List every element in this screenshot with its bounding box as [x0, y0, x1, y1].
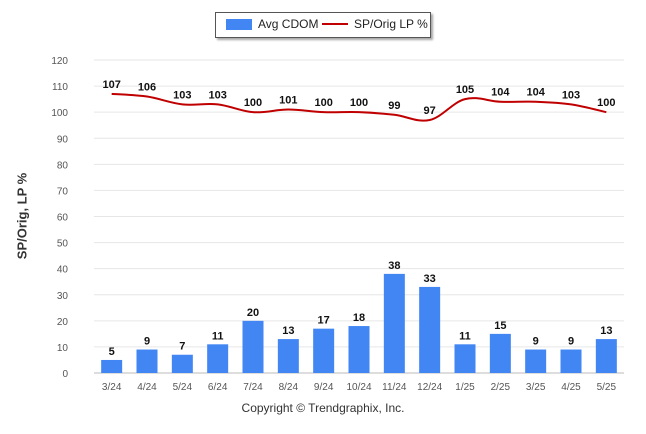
bar-3/25[interactable]	[525, 349, 547, 373]
line-series-sp-orig-lp	[111, 92, 607, 122]
bar-5/24[interactable]	[171, 354, 193, 373]
y-tick-label: 20	[57, 317, 69, 328]
legend-swatch-bar	[226, 18, 252, 30]
x-tick-label: 1/25	[455, 382, 475, 393]
bar-3/24[interactable]	[101, 359, 123, 373]
line-value-label: 100	[314, 97, 332, 109]
bar-value-label: 38	[388, 260, 400, 272]
line-value-label: 106	[138, 82, 156, 94]
bar-value-label: 20	[247, 307, 259, 319]
x-tick-label: 6/24	[208, 382, 228, 393]
bar-value-label: 9	[568, 336, 574, 348]
line-value-label: 107	[102, 79, 120, 91]
y-tick-label: 90	[57, 134, 69, 145]
bar-1/25[interactable]	[454, 344, 476, 373]
line-value-label: 104	[526, 87, 545, 99]
bar-value-label: 17	[318, 315, 330, 327]
bar-7/24[interactable]	[242, 320, 264, 373]
line-value-label: 99	[388, 100, 400, 112]
bar-value-label: 9	[144, 336, 150, 348]
bar-value-label: 11	[212, 330, 224, 342]
legend-swatch-line	[322, 23, 348, 25]
x-tick-label: 10/24	[346, 382, 371, 393]
bar-value-label: 11	[459, 330, 471, 342]
bar-value-label: 15	[494, 320, 506, 332]
y-tick-label: 0	[62, 369, 68, 380]
bar-2/25[interactable]	[489, 333, 511, 373]
line-data-labels: 107 106 103 103 100 101 100 100 99 97 105 104 104 103…	[102, 79, 615, 117]
line-value-label: 103	[208, 89, 226, 101]
line-value-label: 103	[173, 89, 191, 101]
x-tick-label: 5/25	[597, 382, 617, 393]
bar-series	[101, 273, 617, 373]
y-tick-label: 80	[57, 160, 69, 171]
legend: Avg CDOM SP/Orig LP %	[215, 12, 431, 38]
y-tick-label: 70	[57, 186, 69, 197]
x-tick-label: 2/25	[491, 382, 511, 393]
bar-value-label: 13	[600, 325, 612, 337]
line-value-label: 100	[244, 97, 262, 109]
bar-value-label: 18	[353, 312, 365, 324]
bar-4/25[interactable]	[560, 349, 582, 373]
bar-value-label: 7	[179, 341, 185, 353]
x-tick-label: 5/24	[173, 382, 193, 393]
line-value-label: 100	[350, 97, 368, 109]
line-value-label: 103	[562, 89, 580, 101]
y-tick-label: 110	[52, 82, 68, 93]
legend-label-sp-orig-lp: SP/Orig LP %	[354, 17, 428, 31]
y-tick-label: 40	[57, 265, 69, 276]
bar-11/24[interactable]	[383, 273, 405, 373]
copyright-text: Copyright © Trendgraphix, Inc.	[241, 401, 405, 415]
y-tick-label: 100	[51, 108, 68, 119]
y-tick-label: 120	[51, 56, 68, 67]
bar-value-label: 33	[424, 273, 436, 285]
bar-8/24[interactable]	[277, 339, 299, 373]
x-tick-label: 11/24	[382, 382, 407, 393]
line-value-label: 101	[279, 95, 297, 107]
line-value-label: 100	[597, 97, 615, 109]
bar-10/24[interactable]	[348, 326, 370, 373]
x-tick-label: 3/25	[526, 382, 546, 393]
bar-9/24[interactable]	[313, 328, 335, 373]
bar-6/24[interactable]	[207, 344, 229, 373]
x-axis-ticks: 3/24 4/24 5/24 6/24 7/24 8/24 9/24 10/24 11/24 12…	[102, 382, 617, 393]
bar-5/25[interactable]	[595, 339, 617, 373]
line-value-label: 104	[491, 87, 510, 99]
x-tick-label: 4/25	[561, 382, 581, 393]
grid-lines	[94, 59, 624, 374]
bar-12/24[interactable]	[419, 286, 441, 373]
x-tick-label: 8/24	[279, 382, 299, 393]
y-tick-label: 50	[57, 239, 69, 250]
x-tick-label: 9/24	[314, 382, 334, 393]
legend-item-sp-orig-lp[interactable]: SP/Orig LP %	[322, 17, 428, 31]
y-tick-label: 60	[57, 213, 69, 224]
x-tick-label: 12/24	[417, 382, 442, 393]
y-tick-label: 10	[57, 343, 69, 354]
bar-value-label: 5	[109, 346, 115, 358]
bar-value-label: 13	[282, 325, 294, 337]
bar-data-labels: 5 9 7 11 20 13 17 18 38 33 11 15 9 9 13	[109, 260, 613, 358]
y-tick-label: 30	[57, 291, 69, 302]
bar-value-label: 9	[533, 336, 539, 348]
x-tick-label: 4/24	[137, 382, 157, 393]
legend-item-avg-cdom[interactable]: Avg CDOM	[226, 17, 318, 31]
x-tick-label: 3/24	[102, 382, 122, 393]
line-value-label: 97	[424, 105, 436, 117]
x-tick-label: 7/24	[243, 382, 263, 393]
legend-label-avg-cdom: Avg CDOM	[258, 17, 319, 31]
line-value-label: 105	[456, 84, 474, 96]
y-axis-ticks: 0 10 20 30 40 50 60 70 80 90 100 110 120	[51, 56, 68, 380]
bar-4/24[interactable]	[136, 349, 158, 373]
y-axis-label: SP/Orig, LP %	[14, 172, 30, 260]
